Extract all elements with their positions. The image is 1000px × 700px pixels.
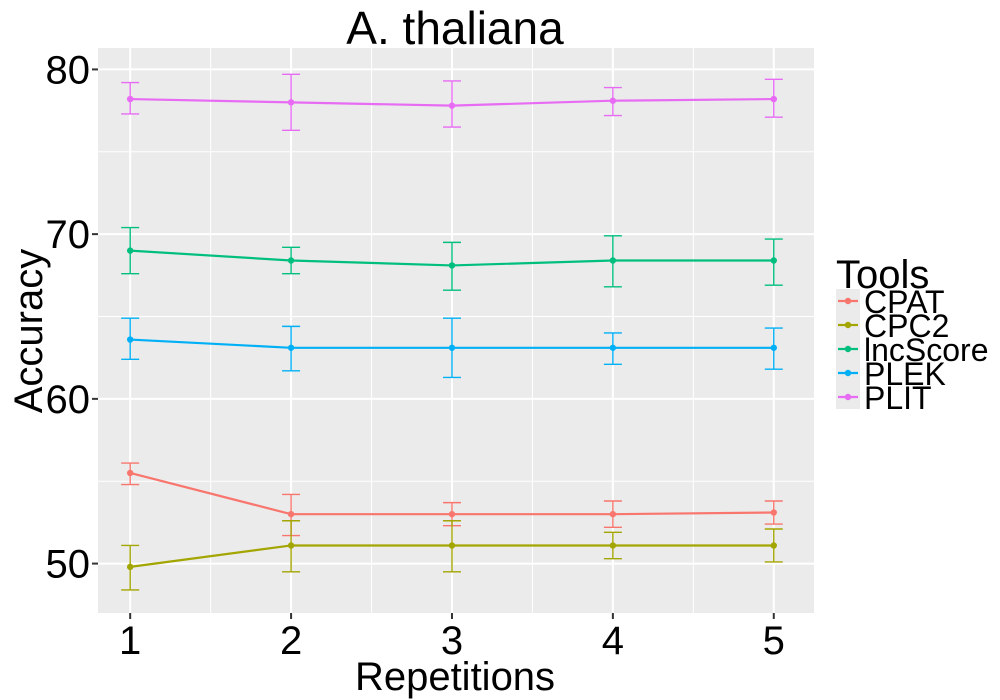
legend-label-plit: PLIT: [864, 380, 932, 416]
x-tick-label: 5: [763, 619, 785, 663]
data-point-plit: [448, 102, 456, 109]
data-point-lncscore: [126, 247, 134, 254]
y-tick-label: 60: [46, 378, 91, 422]
data-point-plit: [609, 97, 617, 104]
data-point-cpc2: [770, 542, 777, 549]
chart-title: A. thaliana: [346, 2, 564, 54]
data-point-lncscore: [448, 262, 456, 269]
legend-label-cpc2: CPC2: [864, 308, 949, 344]
data-point-lncscore: [609, 257, 617, 264]
x-axis: 1 2 3 4 5: [119, 613, 785, 663]
data-point-cpat: [609, 510, 617, 518]
data-point-plit: [770, 95, 777, 103]
legend-point-lncscore: [844, 345, 852, 353]
y-axis-label: Accuracy: [7, 249, 51, 414]
legend-item-plek: PLEK: [836, 356, 946, 392]
legend-label-lncscore: lncScore: [864, 332, 989, 368]
data-point-cpc2: [287, 542, 295, 549]
y-tick-label: 70: [46, 213, 91, 257]
y-tick-label: 80: [46, 48, 91, 92]
data-point-plek: [448, 344, 456, 351]
data-point-cpc2: [126, 563, 134, 571]
y-tick-label: 50: [46, 543, 91, 587]
series-cpc2: [121, 520, 783, 591]
legend-item-plit: PLIT: [836, 380, 932, 416]
data-point-cpat: [770, 509, 777, 516]
grid-minor: [98, 48, 814, 613]
series-lncscore: [121, 226, 783, 291]
data-point-plek: [609, 344, 617, 351]
data-point-plit: [287, 99, 295, 106]
data-point-plek: [126, 336, 134, 343]
data-point-lncscore: [770, 257, 777, 264]
legend-point-cpat: [844, 297, 852, 305]
data-point-plek: [770, 344, 777, 351]
legend-point-plek: [844, 369, 852, 377]
legend-label-plek: PLEK: [864, 356, 946, 392]
legend-item-lncscore: lncScore: [836, 332, 989, 368]
data-point-cpat: [126, 469, 134, 477]
legend-point-plit: [844, 393, 852, 401]
x-tick-label: 1: [119, 619, 141, 663]
x-axis-label: Repetitions: [355, 655, 555, 699]
data-point-plek: [287, 344, 295, 351]
x-tick-label: 4: [602, 619, 624, 663]
data-point-cpc2: [609, 542, 617, 549]
legend-item-cpc2: CPC2: [836, 308, 949, 344]
series-plit: [121, 73, 783, 132]
y-axis: 50 60 70 80: [46, 48, 98, 587]
legend-item-cpat: CPAT: [836, 284, 945, 320]
x-tick-label: 3: [441, 619, 463, 663]
data-point-cpat: [287, 510, 295, 518]
x-tick-label: 2: [280, 619, 302, 663]
data-point-cpat: [448, 510, 456, 518]
series-plek: [121, 317, 783, 379]
legend-point-cpc2: [844, 321, 852, 329]
legend-label-cpat: CPAT: [864, 284, 945, 320]
plot-panel: [98, 48, 814, 613]
data-point-lncscore: [287, 257, 295, 264]
series-layer: [121, 73, 783, 591]
data-point-cpc2: [448, 542, 456, 549]
data-point-plit: [126, 95, 134, 103]
